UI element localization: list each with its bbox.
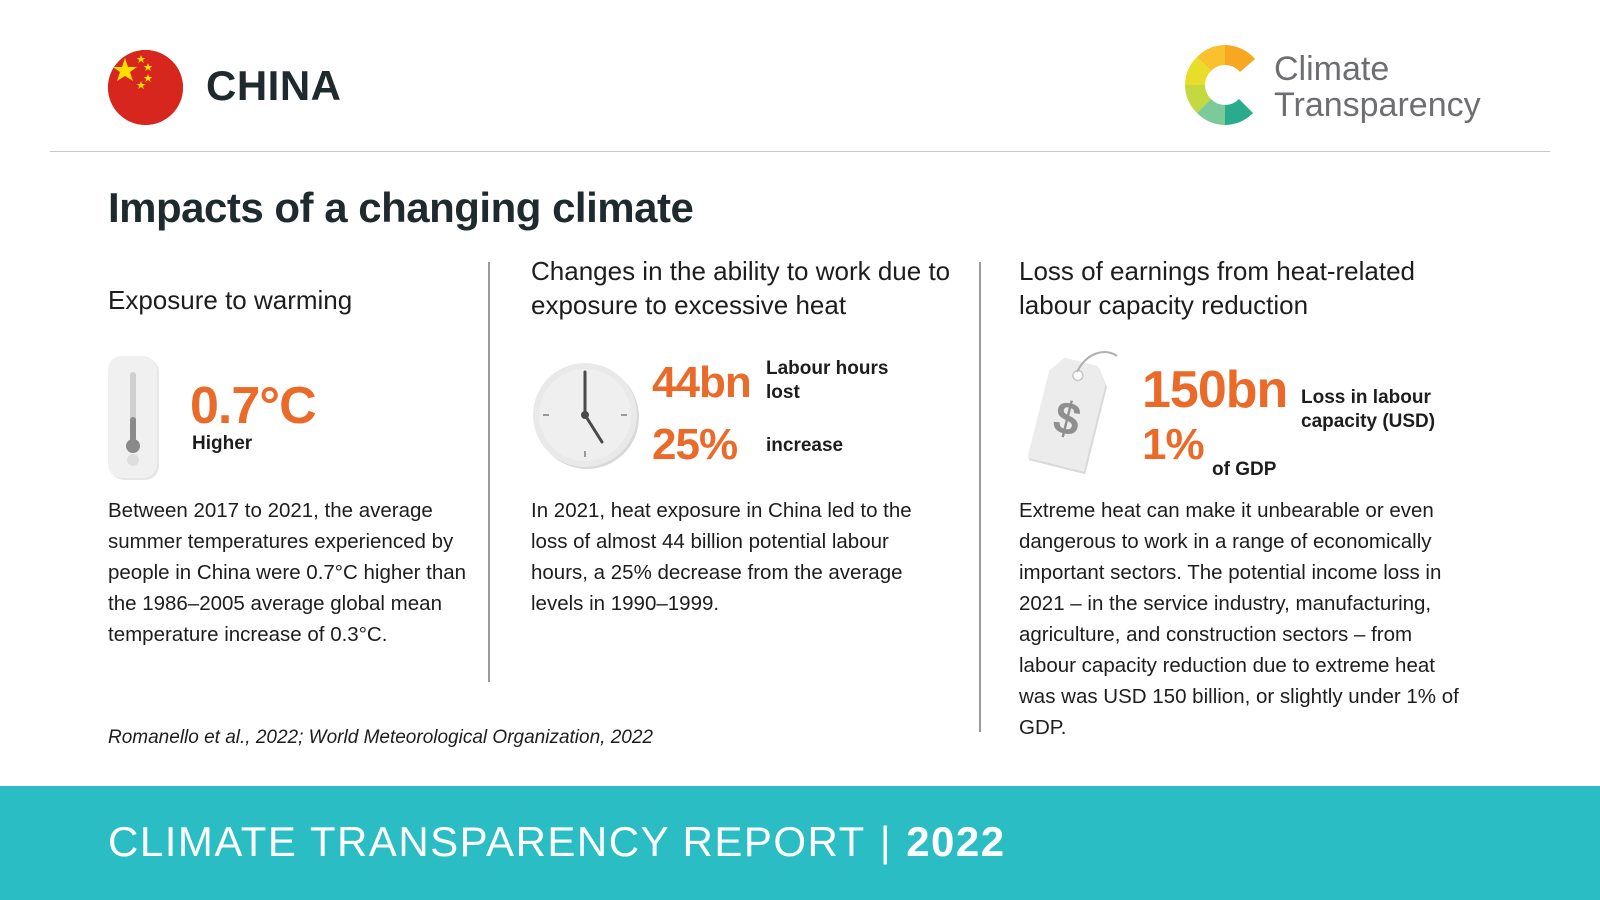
earnings-loss-value: 150bn	[1142, 361, 1288, 419]
earnings-loss-description: Extreme heat can make it unbearable or e…	[1019, 499, 1459, 739]
labour-hours-label: Labour hours lost	[766, 358, 889, 403]
price-tag-icon: $	[1025, 346, 1135, 481]
earnings-loss-label: Loss in labour capacity (USD)	[1301, 387, 1436, 432]
page-heading: Impacts of a changing climate	[108, 184, 694, 231]
climate-transparency-logo-icon	[1180, 42, 1270, 128]
labour-hours-value: 44bn	[652, 358, 752, 407]
footer-separator: |	[879, 818, 893, 865]
brand-name-line1: Climate	[1274, 50, 1390, 88]
exposure-description: Between 2017 to 2021, the average summer…	[108, 499, 467, 646]
footer-year: 2022	[906, 818, 1006, 865]
gdp-share-value: 1%	[1142, 420, 1205, 469]
column-divider	[488, 262, 490, 682]
source-citation: Romanello et al., 2022; World Meteorolog…	[108, 727, 653, 748]
column-divider	[979, 262, 981, 732]
footer-report-name: CLIMATE TRANSPARENCY REPORT	[108, 818, 866, 865]
country-name: CHINA	[206, 62, 342, 109]
thermometer-icon	[107, 355, 162, 483]
footer-banner	[0, 786, 1600, 900]
increase-value: 25%	[652, 420, 738, 469]
header-divider	[50, 151, 1550, 152]
warming-value: 0.7°C	[190, 377, 317, 435]
work-ability-description: In 2021, heat exposure in China led to t…	[531, 499, 912, 615]
china-flag-icon	[108, 50, 183, 125]
earnings-loss-title: Loss of earnings from heat-related labou…	[1019, 256, 1415, 320]
increase-label: increase	[766, 435, 844, 456]
gdp-share-label: of GDP	[1212, 459, 1277, 480]
brand-name-line2: Transparency	[1274, 86, 1481, 124]
footer-title: CLIMATE TRANSPARENCY REPORT | 2022	[108, 818, 1006, 866]
warming-label: Higher	[192, 433, 253, 454]
exposure-title: Exposure to warming	[108, 285, 353, 315]
work-ability-title: Changes in the ability to work due to ex…	[531, 256, 951, 320]
clock-icon	[530, 360, 640, 470]
